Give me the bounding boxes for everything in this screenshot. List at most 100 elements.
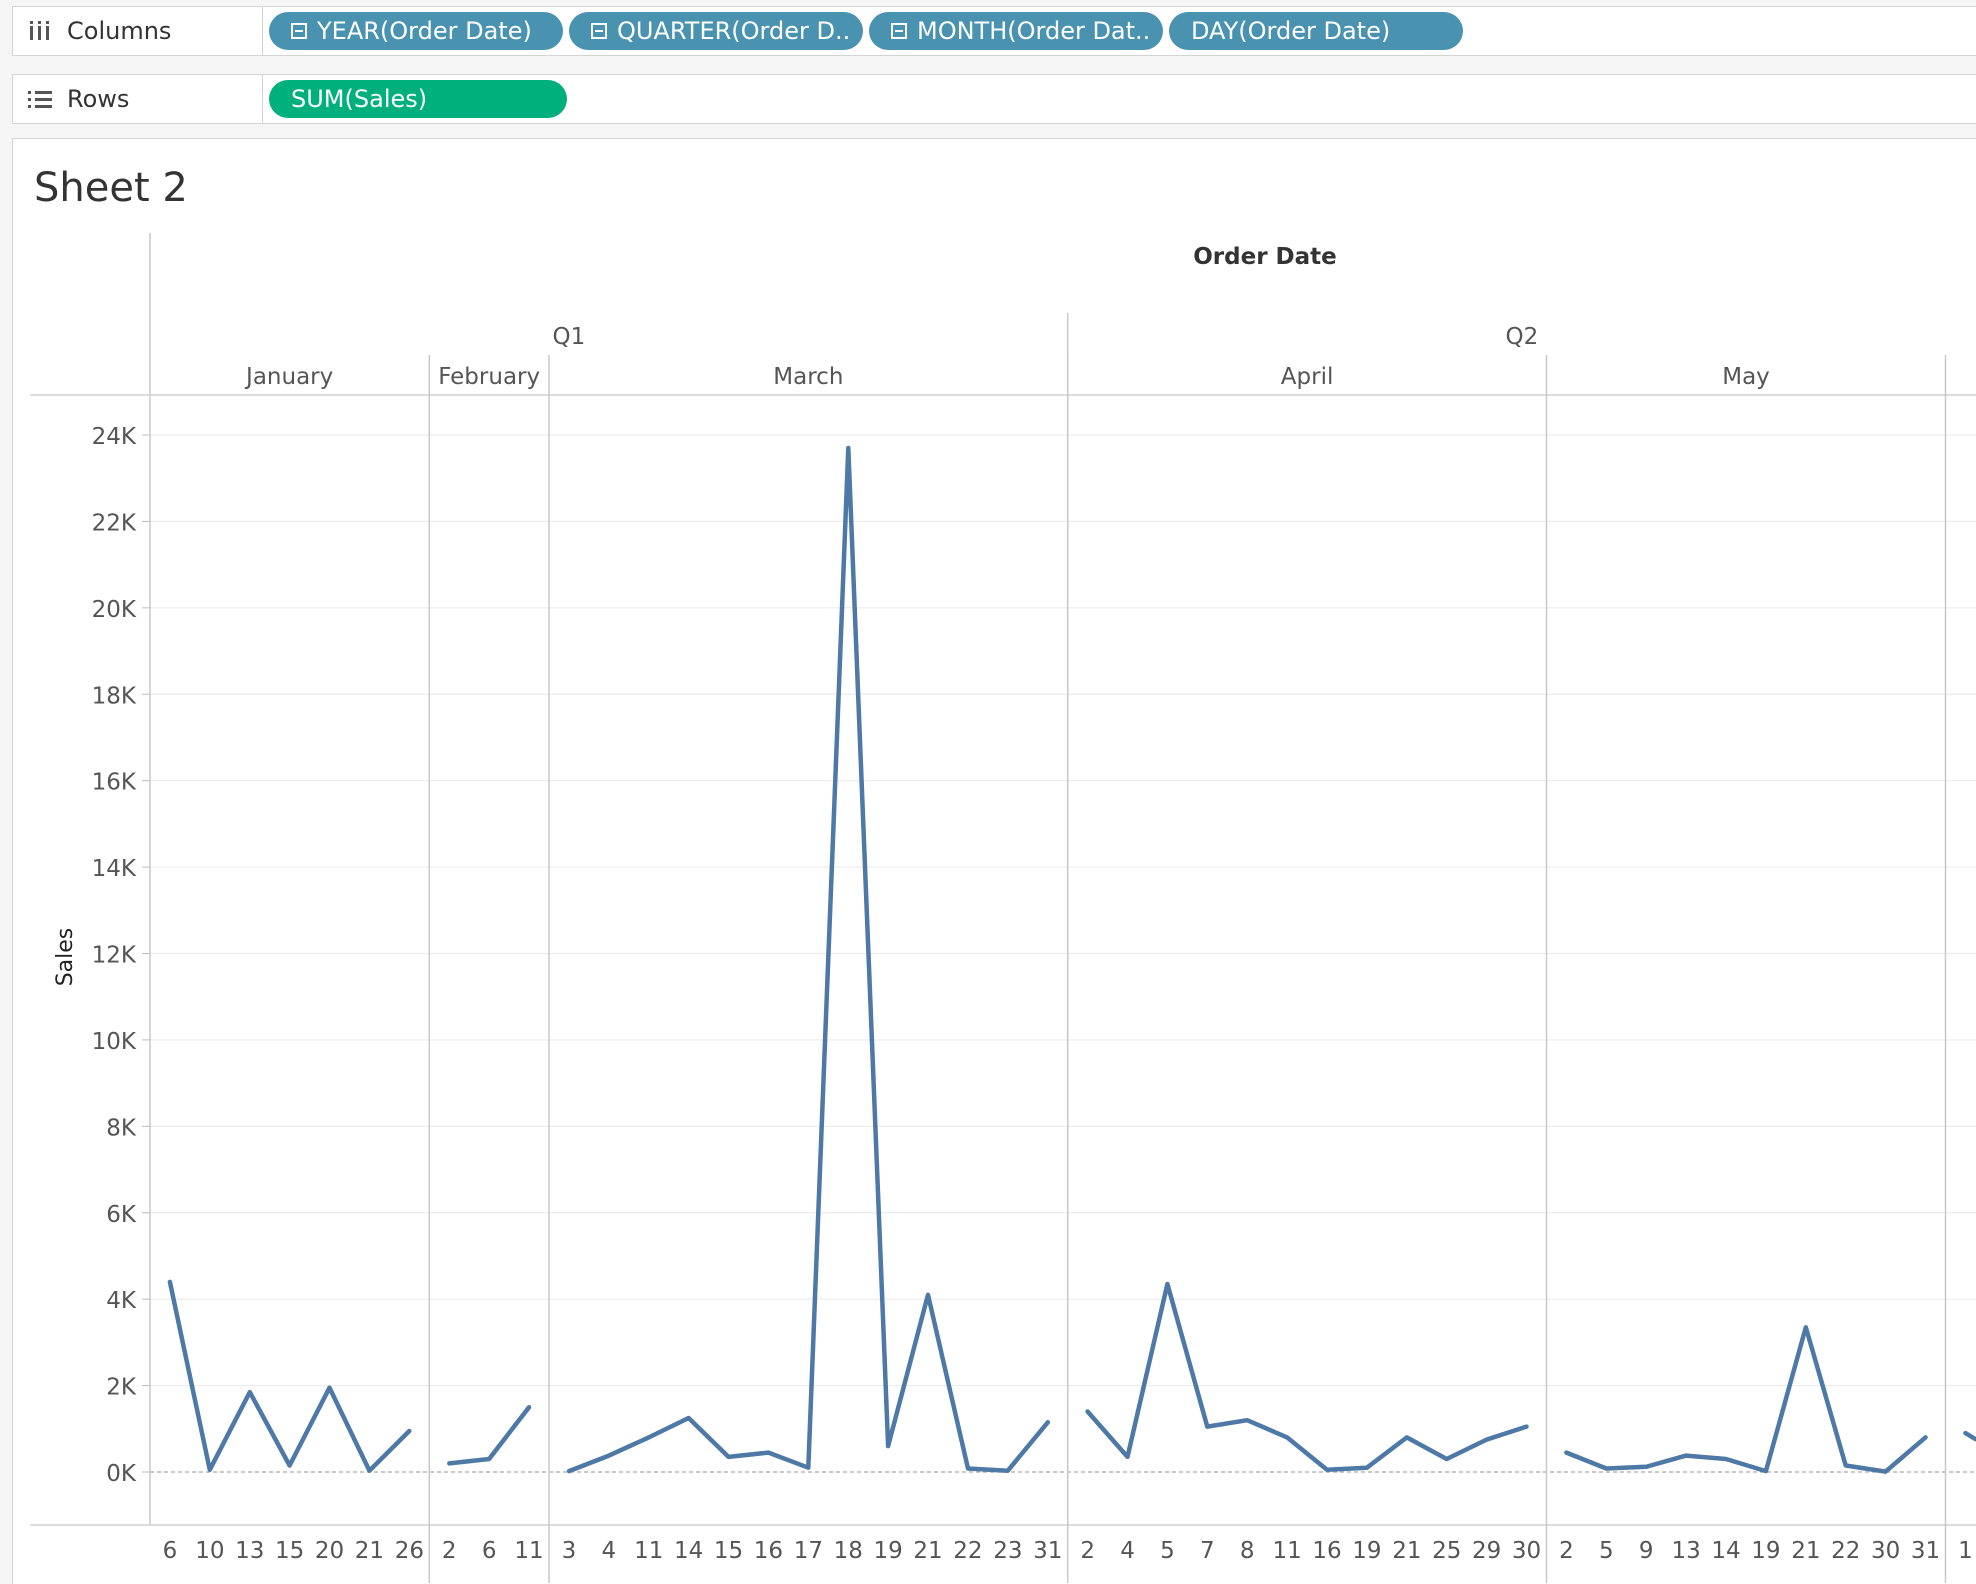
day-tick-label: 18 [834,1538,863,1564]
day-tick-label: 22 [953,1538,982,1564]
pill-month-order-date[interactable]: MONTH(Order Dat.. [869,12,1163,50]
sales-line-April [1085,1281,1529,1473]
collapse-icon[interactable] [891,23,907,39]
y-tick-label: 4K [106,1288,137,1314]
columns-label-text: Columns [67,17,172,45]
pill-sum-sales[interactable]: SUM(Sales) [269,80,567,118]
month-header: March [773,364,843,390]
day-tick-label: 25 [1432,1538,1461,1564]
day-tick-label: 6 [482,1538,497,1564]
day-tick-label: 20 [315,1538,344,1564]
rows-shelf-label: Rows [13,75,263,123]
quarter-header: Q1 [552,324,585,350]
day-tick-label: 8 [1240,1538,1255,1564]
month-header: January [244,364,333,390]
columns-shelf-label: Columns [13,7,263,55]
header-order-date: Order Date [1193,244,1337,270]
y-tick-label: 0K [106,1461,137,1487]
pill-year-order-date[interactable]: YEAR(Order Date) [269,12,563,50]
day-tick-label: 11 [1273,1538,1302,1564]
day-tick-label: 21 [1392,1538,1421,1564]
pill-month-text: MONTH(Order Dat.. [917,17,1151,45]
day-tick-label: 1 [1958,1538,1973,1564]
day-tick-label: 21 [355,1538,384,1564]
day-tick-label: 5 [1160,1538,1175,1564]
pill-day-text: DAY(Order Date) [1191,17,1391,45]
y-tick-label: 24K [92,424,137,450]
sales-line-next [1963,1430,1976,1442]
day-tick-label: 9 [1639,1538,1654,1564]
day-tick-label: 19 [874,1538,903,1564]
pill-sum-sales-text: SUM(Sales) [291,85,428,113]
sheet-title: Sheet 2 [34,165,188,211]
day-tick-label: 16 [754,1538,783,1564]
y-axis-title: Sales [53,928,78,987]
day-tick-label: 26 [395,1538,424,1564]
day-tick-label: 16 [1312,1538,1341,1564]
month-header: May [1722,364,1770,390]
day-tick-label: 30 [1512,1538,1541,1564]
y-tick-label: 10K [92,1029,137,1055]
day-tick-label: 14 [674,1538,703,1564]
month-header: February [438,364,540,390]
quarter-header: Q2 [1505,324,1538,350]
y-tick-label: 18K [92,683,137,709]
pill-year-text: YEAR(Order Date) [317,17,532,45]
day-tick-label: 17 [794,1538,823,1564]
day-tick-label: 14 [1711,1538,1740,1564]
pill-day-order-date[interactable]: DAY(Order Date) [1169,12,1463,50]
day-tick-label: 21 [913,1538,942,1564]
day-tick-label: 4 [602,1538,617,1564]
day-tick-label: 31 [1911,1538,1940,1564]
day-tick-label: 2 [1080,1538,1095,1564]
sales-line-January [167,1279,412,1473]
rows-icon [28,91,52,108]
day-tick-label: 15 [275,1538,304,1564]
y-tick-label: 8K [106,1115,137,1141]
sales-line-May [1564,1325,1928,1474]
rows-pills: SUM(Sales) [269,75,567,123]
day-tick-label: 13 [1672,1538,1701,1564]
pill-quarter-order-date[interactable]: QUARTER(Order D.. [569,12,863,50]
collapse-icon[interactable] [291,23,307,39]
y-tick-label: 6K [106,1202,137,1228]
rows-shelf[interactable]: Rows SUM(Sales) [12,74,1976,124]
day-tick-label: 3 [562,1538,577,1564]
day-tick-label: 4 [1120,1538,1135,1564]
day-tick-label: 22 [1831,1538,1860,1564]
day-tick-label: 6 [163,1538,178,1564]
y-tick-label: 20K [92,597,137,623]
day-tick-label: 21 [1791,1538,1820,1564]
day-tick-label: 30 [1871,1538,1900,1564]
y-tick-label: 2K [106,1375,137,1401]
rows-label-text: Rows [67,85,130,113]
y-tick-label: 12K [92,943,137,969]
sales-line-February [447,1404,532,1466]
day-tick-label: 29 [1472,1538,1501,1564]
columns-icon [30,21,49,40]
worksheet-area [12,138,1976,1584]
day-tick-label: 11 [514,1538,543,1564]
day-tick-label: 23 [993,1538,1022,1564]
day-tick-label: 19 [1751,1538,1780,1564]
day-tick-label: 15 [714,1538,743,1564]
day-tick-label: 5 [1599,1538,1614,1564]
y-tick-label: 14K [92,856,137,882]
day-tick-label: 11 [634,1538,663,1564]
columns-pills: YEAR(Order Date) QUARTER(Order D.. MONTH… [269,7,1463,55]
columns-shelf[interactable]: Columns YEAR(Order Date) QUARTER(Order D… [12,6,1976,56]
day-tick-label: 10 [195,1538,224,1564]
y-tick-label: 22K [92,510,137,536]
day-tick-label: 19 [1352,1538,1381,1564]
month-header: April [1281,364,1334,390]
day-tick-label: 31 [1033,1538,1062,1564]
collapse-icon[interactable] [591,23,607,39]
day-tick-label: 2 [442,1538,457,1564]
sales-line-March [566,445,1051,1474]
y-tick-label: 16K [92,770,137,796]
pill-quarter-text: QUARTER(Order D.. [617,17,851,45]
day-tick-label: 7 [1200,1538,1215,1564]
day-tick-label: 2 [1559,1538,1574,1564]
day-tick-label: 13 [235,1538,264,1564]
